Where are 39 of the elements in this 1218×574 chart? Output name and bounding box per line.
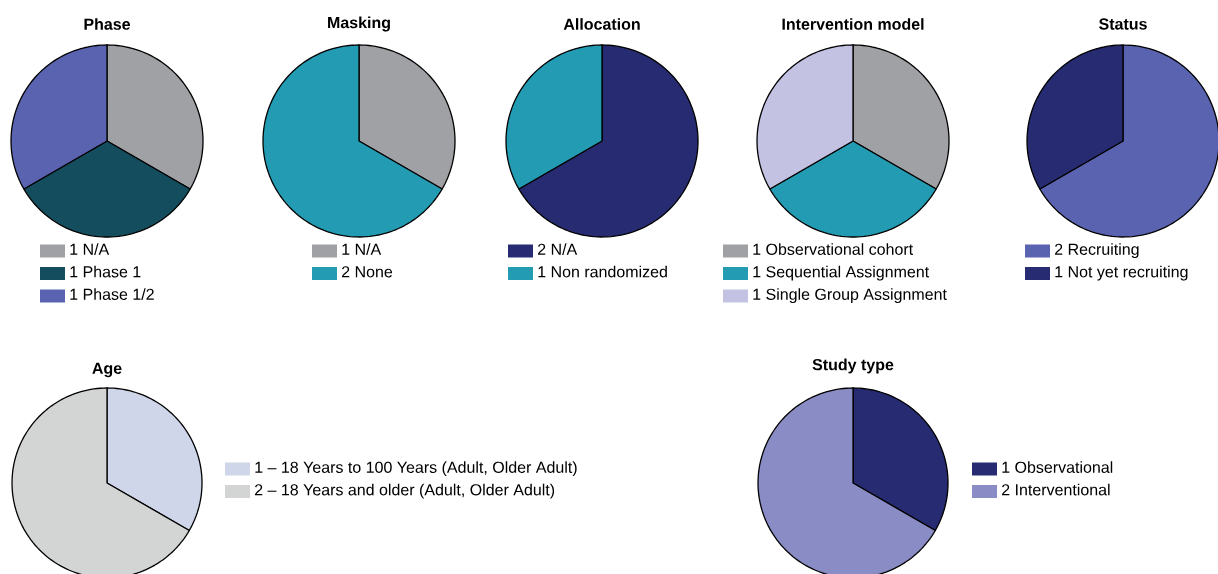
legend-label: Recruiting <box>1068 243 1139 259</box>
data-label: 2 <box>1002 484 1010 496</box>
chart-title: Masking <box>328 16 390 32</box>
data-label: 1 <box>1002 461 1010 473</box>
data-label: 1 <box>70 266 78 278</box>
data-label: 1 <box>753 243 761 255</box>
chart-title: Intervention model <box>782 18 924 30</box>
legend-label: Observational cohort <box>766 243 914 255</box>
data-label: 1 <box>1055 266 1063 278</box>
legend-label: Single Group Assignment <box>766 288 947 304</box>
legend-label: – 18 Years and older (Adult, Older Adult) <box>267 483 555 499</box>
data-label: 1 <box>538 266 546 278</box>
data-label: 1 <box>70 243 78 255</box>
chart-title: Phase <box>84 18 131 30</box>
chart-title: Study type <box>812 358 894 374</box>
legend-label: Not yet recruiting <box>1068 265 1188 281</box>
data-label: 2 <box>538 243 546 255</box>
legend-label: Non randomized <box>551 265 667 278</box>
legend-label: Sequential Assignment <box>766 265 930 281</box>
legend-label: – 18 Years to 100 Years (Adult, Older Adult) <box>267 461 577 477</box>
data-label: 1 <box>255 461 263 473</box>
legend-label: N/A <box>551 243 578 255</box>
legend-label: N/A <box>83 243 110 255</box>
chart-title: Allocation <box>563 18 640 30</box>
legend-label: Phase 1/2 <box>83 288 154 300</box>
chart-title: Status <box>1099 18 1147 30</box>
legend-label: Interventional <box>1016 483 1110 496</box>
data-label: 2 <box>1055 243 1063 255</box>
data-label: 2 <box>342 266 350 278</box>
data-label: 1 <box>753 288 761 300</box>
legend-label: None <box>355 266 393 278</box>
data-label: 1 <box>753 266 761 278</box>
legend-label: Observational <box>1015 461 1113 473</box>
data-label: 1 <box>70 288 78 300</box>
data-label: 2 <box>255 484 263 496</box>
legend-label: Phase 1 <box>83 265 141 278</box>
legend-label: N/A <box>355 243 382 255</box>
data-label: 1 <box>342 243 350 255</box>
chart-title: Age <box>92 362 122 378</box>
